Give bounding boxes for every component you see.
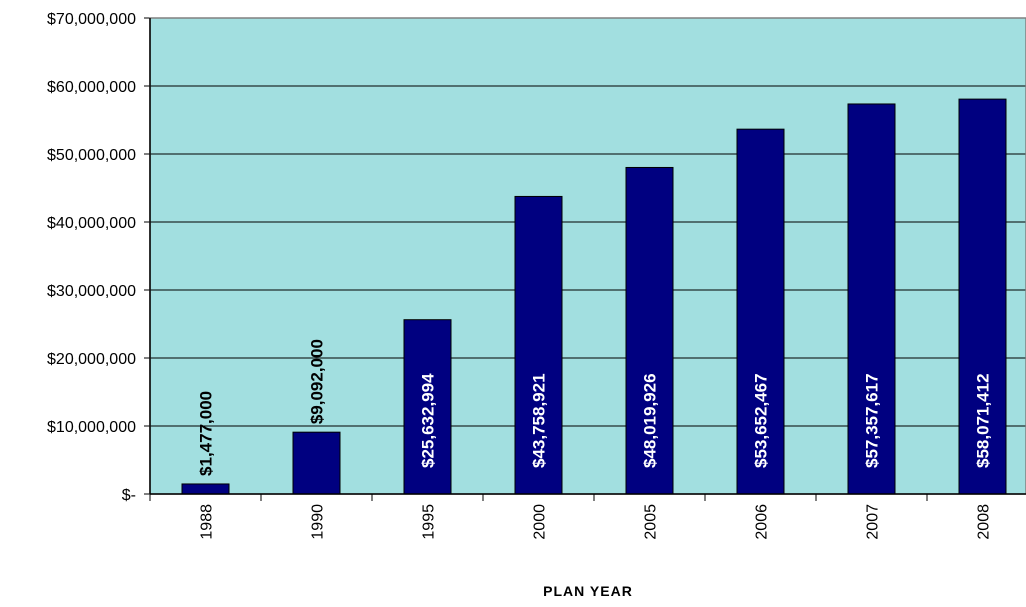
bar (625, 166, 674, 495)
x-tick-label: 2005 (643, 504, 660, 540)
data-label: $53,652,467 (752, 373, 771, 468)
bar (514, 195, 563, 495)
x-tick-label: 2006 (754, 504, 771, 540)
data-label: $48,019,926 (641, 373, 660, 468)
bar (736, 128, 785, 495)
x-axis-label: PLAN YEAR (543, 583, 633, 599)
x-tick-label: 1995 (421, 504, 438, 540)
data-label: $58,071,412 (974, 373, 993, 468)
bar (181, 483, 230, 495)
y-tick-label: $20,000,000 (47, 351, 136, 368)
bar (292, 431, 341, 495)
x-tick-label: 1990 (310, 504, 327, 540)
y-tick-label: $40,000,000 (47, 215, 136, 232)
plot-layer: $- $10,000,000 $20,000,000 $30,000,000 $40,0… (47, 11, 1026, 540)
y-tick-label: $30,000,000 (47, 283, 136, 300)
data-label: $9,092,000 (308, 339, 327, 424)
data-label: $25,632,994 (419, 373, 438, 468)
bar (403, 319, 452, 495)
x-tick-label: 2000 (532, 504, 549, 540)
x-tick-label: 1988 (199, 504, 216, 540)
data-label: $43,758,921 (530, 373, 549, 468)
x-tick-label: 2008 (976, 504, 993, 540)
data-label: $1,477,000 (197, 391, 216, 476)
x-tick-label: 2007 (865, 504, 882, 540)
y-tick-label: $60,000,000 (47, 79, 136, 96)
y-tick-label: $- (122, 487, 136, 504)
y-tick-label: $70,000,000 (47, 11, 136, 28)
y-tick-label: $10,000,000 (47, 419, 136, 436)
bar (847, 103, 896, 495)
data-label: $57,357,617 (863, 373, 882, 468)
y-tick-label: $50,000,000 (47, 147, 136, 164)
